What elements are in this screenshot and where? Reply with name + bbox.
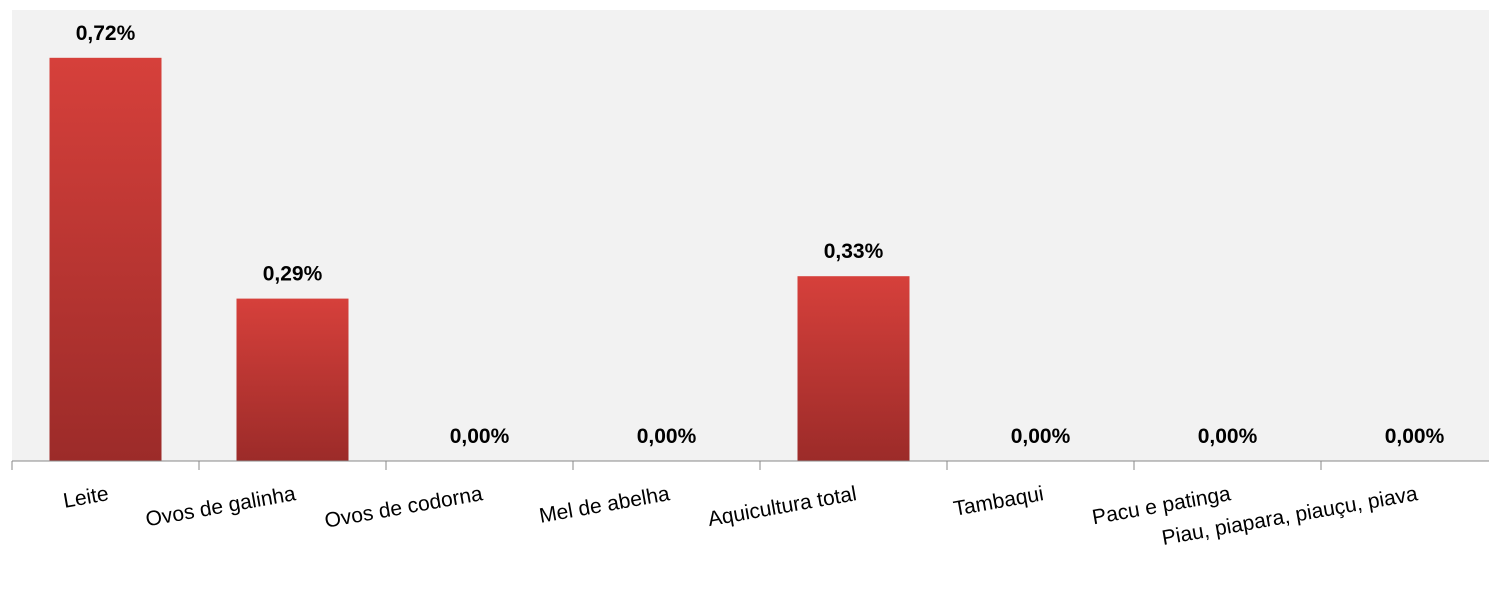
bar xyxy=(797,276,910,461)
x-tick-label: Ovos de codorna xyxy=(323,482,485,532)
value-label: 0,00% xyxy=(1198,425,1258,448)
value-label: 0,33% xyxy=(824,240,884,263)
value-label: 0,29% xyxy=(263,263,323,286)
value-label: 0,00% xyxy=(1385,425,1445,448)
value-label: 0,72% xyxy=(76,22,136,45)
bar xyxy=(49,57,162,461)
value-label: 0,00% xyxy=(1011,425,1071,448)
x-tick-label: Ovos de galinha xyxy=(144,482,298,531)
x-tick-label: Tambaqui xyxy=(952,482,1046,520)
x-tick-label: Aquicultura total xyxy=(706,482,858,531)
value-label: 0,00% xyxy=(637,425,697,448)
x-tick-label: Mel de abelha xyxy=(537,482,671,528)
bar xyxy=(236,298,349,461)
plot-area xyxy=(12,10,1489,461)
x-tick-label: Leite xyxy=(62,482,111,513)
value-label: 0,00% xyxy=(450,425,510,448)
